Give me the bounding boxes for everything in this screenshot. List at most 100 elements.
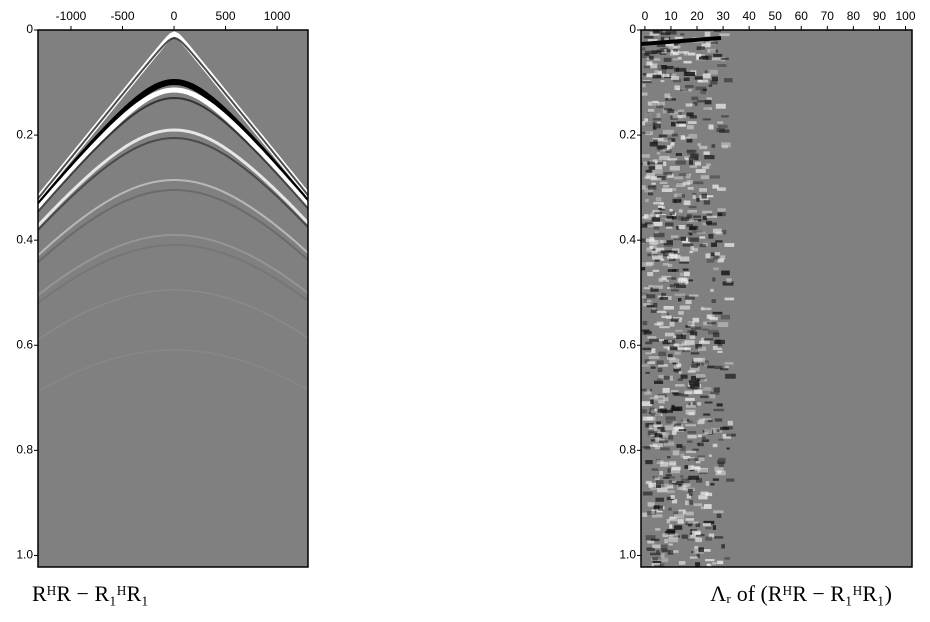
noise-stripe [724,362,734,365]
noise-stripe [717,213,723,217]
noise-stripe [692,448,699,451]
noise-stripe [652,74,662,79]
noise-stripe [678,370,682,374]
noise-stripe [647,108,655,112]
noise-stripe [663,172,672,176]
noise-stripe [643,298,647,303]
noise-stripe [654,438,659,442]
noise-stripe [666,225,673,229]
y-tick-label: 0.2 [619,127,636,141]
noise-stripe [673,50,680,55]
x-tick-label: 50 [769,9,783,23]
noise-stripe [689,250,694,254]
x-tick-label: 500 [216,9,236,23]
noise-stripe [677,278,689,283]
noise-stripe [678,51,689,54]
noise-stripe [677,378,683,381]
y-tick-label: 0.6 [619,337,636,351]
x-tick-label: 1000 [264,9,291,23]
noise-stripe [686,112,694,117]
noise-stripe [658,374,664,379]
noise-stripe [668,46,678,50]
noise-stripe [673,365,680,369]
noise-stripe [678,561,686,565]
noise-stripe [664,107,672,111]
noise-stripe [702,338,714,341]
noise-stripe [648,55,654,60]
noise-stripe [664,476,676,479]
noise-stripe [657,295,662,298]
noise-stripe [688,488,693,493]
noise-stripe [697,143,702,147]
x-tick-label: -1000 [56,9,87,23]
noise-stripe [645,175,651,179]
noise-stripe [671,466,681,471]
noise-stripe [693,382,700,387]
noise-stripe [700,360,709,366]
noise-stripe [668,530,676,533]
noise-stripe [669,358,680,363]
noise-stripe [700,506,705,510]
noise-stripe [686,149,697,153]
noise-stripe [656,50,662,54]
noise-stripe [685,325,691,328]
noise-stripe [679,272,684,277]
noise-stripe [667,490,675,494]
noise-stripe [710,288,714,292]
noise-stripe [668,462,676,465]
noise-stripe [724,78,733,83]
noise-stripe [670,255,681,259]
x-tick-label: 60 [795,9,809,23]
noise-stripe [650,177,662,181]
noise-stripe [657,159,663,165]
noise-stripe [644,50,656,55]
noise-stripe [699,236,706,239]
noise-stripe [703,520,715,525]
noise-stripe [704,429,713,434]
y-tick-label: 0 [629,22,636,36]
noise-stripe [647,272,654,277]
noise-stripe [682,243,694,247]
noise-stripe [684,344,691,350]
noise-stripe [645,460,653,465]
noise-stripe [702,222,707,226]
noise-stripe [644,214,653,220]
noise-stripe [657,426,666,432]
noise-stripe [695,523,701,527]
noise-stripe [652,484,661,488]
noise-stripe [706,163,711,167]
strong-band [641,36,722,46]
noise-stripe [713,53,723,57]
noise-stripe [703,151,710,155]
noise-stripe [717,124,728,129]
noise-stripe [717,187,726,191]
noise-stripe [658,69,667,75]
noise-stripe [709,317,718,321]
noise-stripe [646,416,656,421]
noise-stripe [651,468,659,471]
noise-stripe [696,362,700,366]
noise-stripe [645,371,650,374]
noise-stripe [695,390,701,394]
noise-stripe [713,387,720,393]
noise-stripe [644,331,652,335]
noise-stripe [665,98,676,101]
noise-stripe [674,423,682,426]
noise-stripe [698,495,708,500]
noise-stripe [691,376,696,380]
noise-stripe [656,360,664,366]
noise-stripe [675,182,686,187]
noise-stripe [654,212,662,215]
noise-stripe [679,256,690,262]
noise-stripe [647,161,655,165]
noise-stripe [649,338,659,342]
noise-stripe [717,64,727,67]
noise-stripe [658,557,669,563]
noise-stripe [641,154,650,158]
noise-stripe [651,50,658,54]
noise-stripe [658,339,664,342]
noise-stripe [679,261,689,264]
noise-stripe [688,493,693,496]
noise-stripe [658,399,665,404]
